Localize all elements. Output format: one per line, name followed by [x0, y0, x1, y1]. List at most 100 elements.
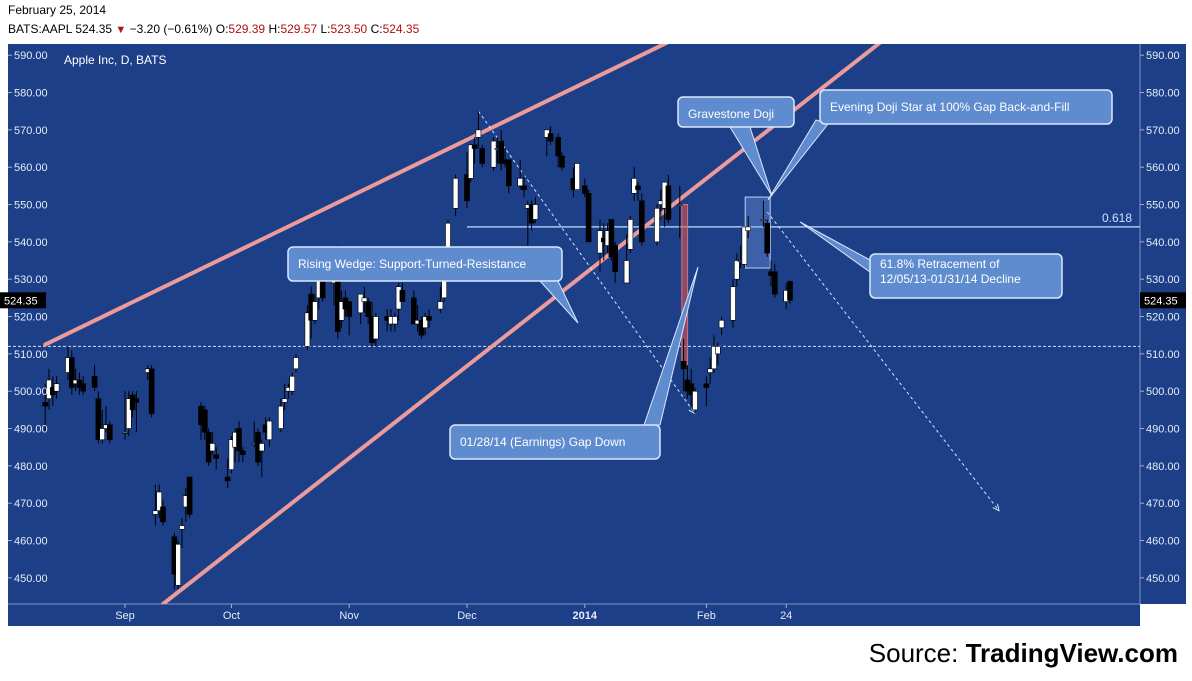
- candle-body: [240, 450, 246, 455]
- x-tick-label: 24: [780, 610, 792, 622]
- candle-body: [490, 140, 497, 168]
- candle-body: [505, 159, 512, 187]
- y-tick-label-left: 580.00: [14, 88, 48, 100]
- y-tick-label-left: 540.00: [14, 237, 48, 249]
- callout-box: [287, 246, 563, 282]
- callout-box: [869, 253, 1063, 299]
- close-value: 524.35: [382, 22, 420, 36]
- candle-body: [517, 178, 524, 187]
- y-tick-label-right: 560.00: [1146, 162, 1180, 174]
- candle-body: [574, 163, 581, 190]
- candle-body: [209, 443, 216, 452]
- candle-body: [148, 368, 155, 414]
- y-tick-label-right: 450.00: [1146, 573, 1180, 585]
- candle-body: [281, 398, 288, 403]
- candle-body: [464, 174, 470, 202]
- source-prefix: Source:: [868, 638, 966, 668]
- price-chart[interactable]: 590.00 590.00 580.00 580.00 570.00 570.00 560.…: [0, 42, 1192, 626]
- candle-body: [126, 398, 132, 429]
- candle-body: [787, 281, 793, 301]
- y-tick-label-right: 460.00: [1146, 536, 1180, 548]
- close-label: C:: [370, 22, 383, 36]
- candle-body: [718, 319, 725, 329]
- candle-body: [399, 290, 406, 302]
- chart-header: February 25, 2014 BATS:AAPL 524.35 ▼ −3.…: [8, 0, 1188, 42]
- candle-body: [638, 200, 645, 243]
- y-tick-label-left: 480.00: [14, 461, 48, 473]
- wedge-line-upper: [43, 44, 669, 347]
- candle-body: [69, 357, 75, 388]
- low-value: 523.50: [330, 22, 368, 36]
- candle-body: [289, 375, 296, 392]
- candle-body: [521, 185, 527, 190]
- candle-body: [608, 219, 615, 258]
- down-triangle-icon: ▼: [115, 24, 127, 36]
- annotation-gap-down: 01/28/14 (Earnings) Gap Down: [449, 266, 699, 460]
- candle-body: [532, 204, 539, 220]
- callout-text: 12/05/13-01/31/14 Decline: [880, 272, 1021, 286]
- candle-body: [555, 137, 562, 157]
- y-tick-label-left: 520.00: [14, 312, 48, 324]
- candle-body: [437, 301, 444, 310]
- candle-body: [179, 525, 185, 530]
- y-tick-label-left: 500.00: [14, 386, 48, 398]
- y-tick-label-right: 470.00: [1146, 498, 1180, 510]
- candle-body: [258, 443, 265, 452]
- candle-body: [498, 140, 505, 164]
- candle-body: [186, 476, 193, 515]
- candle-body: [771, 271, 778, 295]
- symbol: BATS:AAPL: [8, 22, 73, 36]
- y-tick-label-right: 550.00: [1146, 200, 1180, 212]
- y-tick-label-left: 570.00: [14, 125, 48, 137]
- candle-body: [623, 260, 630, 284]
- low-label: L:: [320, 22, 331, 36]
- y-tick-label-left: 530.00: [14, 274, 48, 286]
- y-tick-label-left: 490.00: [14, 424, 48, 436]
- candle-body: [410, 297, 417, 325]
- candle-body: [585, 193, 592, 243]
- y-tick-label-right: 570.00: [1146, 125, 1180, 137]
- candle-body: [80, 383, 86, 392]
- candle-body: [760, 219, 767, 221]
- annotation-rising-wedge: Rising Wedge: Support-Turned-Resistance: [287, 246, 579, 324]
- x-tick-label: Feb: [697, 610, 716, 622]
- candle-body: [547, 133, 554, 142]
- candle-body: [122, 431, 128, 434]
- retracement-label: 0.618: [1102, 211, 1132, 225]
- candle-body: [202, 409, 208, 433]
- candle-body: [228, 439, 235, 470]
- trend-arrow-line: [477, 110, 696, 414]
- candle-body: [107, 424, 113, 441]
- high-label: H:: [268, 22, 281, 36]
- open-label: O:: [215, 22, 229, 36]
- candle-body: [745, 226, 752, 231]
- candle-body: [312, 301, 318, 321]
- candle-body: [175, 543, 181, 586]
- last-price-label-right: 524.35: [1144, 295, 1178, 307]
- candle-body: [479, 148, 486, 164]
- chart-date: February 25, 2014: [8, 3, 107, 17]
- candle-body: [213, 454, 219, 459]
- last-price-label-left: 524.35: [4, 295, 38, 307]
- y-tick-label-right: 480.00: [1146, 461, 1180, 473]
- high-value: 529.57: [280, 22, 318, 36]
- wedge-line-lower: [161, 44, 882, 604]
- candle-body: [733, 260, 740, 280]
- x-tick-label: Nov: [339, 610, 359, 622]
- last-price-tag-right: [1140, 292, 1186, 309]
- candle-body: [266, 420, 273, 441]
- candle-body: [730, 286, 736, 321]
- candle-body: [703, 383, 710, 388]
- candle-body: [627, 219, 634, 250]
- candle-body: [581, 185, 588, 194]
- candle-body: [680, 361, 687, 370]
- candle-body: [635, 185, 641, 190]
- y-tick-label-right: 590.00: [1146, 50, 1180, 62]
- price-change: −3.20 (−0.61%): [129, 22, 213, 36]
- x-tick-label: Oct: [223, 610, 240, 622]
- candle-body: [764, 222, 771, 254]
- y-tick-label-right: 580.00: [1146, 88, 1180, 100]
- candle-body: [338, 301, 345, 321]
- candle-body: [559, 155, 565, 168]
- quote-line: BATS:AAPL 524.35 ▼ −3.20 (−0.61%) O: 529.…: [8, 22, 419, 36]
